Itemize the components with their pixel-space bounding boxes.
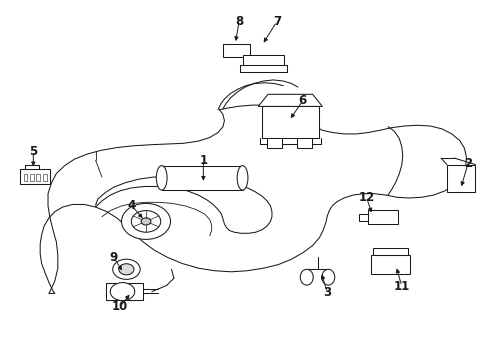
Text: 6: 6 [299, 94, 307, 107]
Bar [240, 65, 287, 72]
Text: 2: 2 [464, 157, 472, 170]
Bar [43, 174, 47, 181]
Text: 5: 5 [29, 145, 37, 158]
Bar [24, 174, 27, 181]
Circle shape [119, 264, 134, 275]
Text: 7: 7 [273, 15, 281, 28]
Ellipse shape [300, 269, 313, 285]
Bar [267, 138, 282, 148]
Ellipse shape [237, 166, 248, 190]
Text: 11: 11 [393, 280, 410, 293]
Bar [368, 210, 398, 224]
Text: 10: 10 [112, 300, 128, 313]
Circle shape [110, 283, 135, 301]
Circle shape [113, 259, 140, 279]
Bar [243, 55, 284, 66]
Bar [359, 214, 368, 221]
Ellipse shape [156, 166, 167, 190]
Circle shape [131, 211, 161, 232]
Text: 8: 8 [235, 15, 243, 28]
Text: 3: 3 [323, 286, 331, 299]
Bar [447, 165, 475, 192]
Bar [223, 44, 250, 57]
Text: 4: 4 [127, 199, 135, 212]
Bar [30, 174, 34, 181]
Text: 12: 12 [358, 191, 375, 204]
Text: 9: 9 [110, 251, 118, 264]
Text: 1: 1 [199, 154, 207, 167]
Bar [36, 174, 40, 181]
Bar [20, 169, 50, 184]
Bar [371, 255, 410, 274]
Bar [262, 107, 318, 138]
Polygon shape [258, 94, 322, 107]
Bar [162, 166, 243, 190]
Bar [373, 248, 408, 255]
Bar [297, 138, 312, 148]
Ellipse shape [322, 269, 335, 285]
Circle shape [141, 218, 151, 225]
Bar [106, 283, 143, 300]
Circle shape [122, 203, 171, 239]
